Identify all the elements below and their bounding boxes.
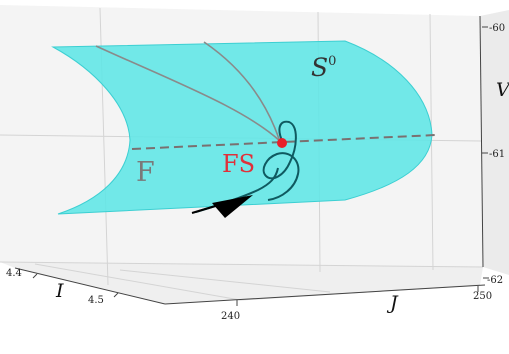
i-tick-mark-2 <box>113 292 119 298</box>
manifold-label-superscript: 0 <box>328 54 336 69</box>
tick-labels: -60 -61 -62 4.4 4.5 240 250 <box>6 23 505 322</box>
i-axis-label: I <box>55 280 64 302</box>
v-axis-label: V <box>496 79 509 101</box>
i-axis-line <box>14 267 166 305</box>
surface-flow-curves <box>95 41 285 146</box>
j-tick-label-1: 240 <box>221 311 240 322</box>
v-tick-label-3: -62 <box>487 275 503 286</box>
axis-edges <box>14 15 486 305</box>
manifold-label-name: S <box>311 53 328 82</box>
critical-manifold-surface <box>51 40 433 215</box>
fold-saddle-label: FS <box>222 150 255 178</box>
right-wall-pane <box>480 10 509 275</box>
j-axis-line <box>164 284 486 305</box>
v-tick-label-1: -60 <box>489 23 505 34</box>
tick-marks <box>32 26 489 306</box>
j-tick-label-2: 250 <box>473 291 492 302</box>
grid-floor-a <box>34 263 241 301</box>
v-tick-label-2: -61 <box>489 149 505 160</box>
grid-floor-c <box>119 269 331 293</box>
flow-curve-inner <box>203 41 281 143</box>
arrowhead-icon <box>212 195 253 218</box>
fold-line <box>131 134 437 150</box>
i-tick-label-2: 4.5 <box>88 295 104 306</box>
grid-v-low <box>0 261 484 268</box>
v-axis-line <box>479 15 484 268</box>
direction-arrow <box>191 195 253 218</box>
fold-label: F <box>136 157 155 188</box>
flow-curve-outer <box>95 45 285 146</box>
manifold-label: S0 <box>311 53 336 82</box>
grid-j-b <box>429 13 434 271</box>
j-axis-label: J <box>386 292 399 314</box>
trajectory-loop <box>262 120 300 201</box>
fold-saddle-point <box>277 138 287 148</box>
i-tick-label-1: 4.4 <box>6 268 22 279</box>
i-tick-mark-1 <box>32 273 38 279</box>
